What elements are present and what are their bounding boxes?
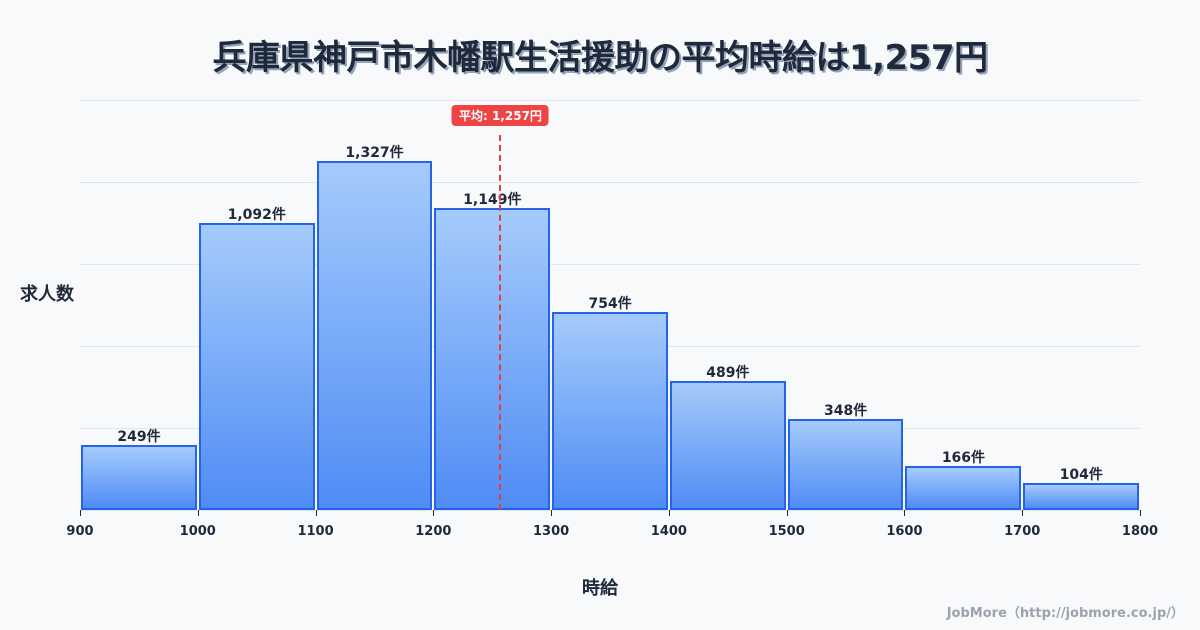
x-tick — [1140, 510, 1141, 516]
x-tick — [786, 510, 788, 516]
bar-value-label: 166件 — [941, 450, 986, 467]
x-tick-label: 1100 — [297, 524, 334, 539]
x-tick — [80, 510, 81, 516]
gridline — [80, 264, 1140, 265]
x-tick-label: 1300 — [533, 524, 570, 539]
histogram-bar — [669, 381, 786, 510]
mean-line — [499, 135, 502, 510]
gridline — [80, 182, 1140, 183]
x-tick-label: 1200 — [415, 524, 452, 539]
histogram-bar — [552, 311, 668, 510]
x-tick-label: 1400 — [650, 524, 687, 539]
y-axis-label: 求人数 — [20, 284, 74, 305]
histogram-bar — [905, 466, 1022, 510]
x-tick — [315, 510, 317, 516]
bar-value-label: 249件 — [117, 428, 161, 445]
histogram-bar — [316, 161, 433, 510]
plot-area: 249件 1,092件 1,327件 1,149件 754件 489件 348件 166件 10… — [80, 100, 1140, 511]
histogram-bar — [434, 208, 551, 510]
histogram-bar — [81, 444, 197, 510]
x-tick-label: 1000 — [179, 524, 216, 539]
bar-value-label: 754件 — [588, 295, 632, 312]
bar-value-label: 1,149件 — [463, 192, 522, 209]
histogram-bar — [198, 223, 315, 510]
x-tick — [904, 510, 906, 516]
x-tick — [1022, 510, 1024, 516]
bar-value-label: 104件 — [1059, 466, 1103, 483]
gridline — [80, 100, 1140, 101]
x-tick — [668, 510, 670, 516]
chart-title: 兵庫県神戸市木幡駅生活援助の平均時給は1,257円 — [212, 38, 988, 78]
x-axis-label: 時給 — [582, 578, 618, 599]
x-tick — [197, 510, 199, 516]
bar-value-label: 489件 — [706, 365, 750, 382]
bar-value-label: 1,327件 — [345, 145, 404, 162]
x-tick-label: 1500 — [768, 524, 805, 539]
source-credit: JobMore（http://jobmore.co.jp/） — [946, 606, 1184, 621]
mean-badge: 平均: 1,257円 — [451, 105, 549, 126]
bar-value-label: 348件 — [824, 402, 868, 419]
gridline — [80, 510, 1140, 511]
histogram-bar — [787, 418, 904, 510]
x-tick-label: 900 — [66, 524, 94, 539]
bar-value-label: 1,092件 — [227, 207, 286, 223]
x-tick — [433, 510, 435, 516]
histogram-bar — [1023, 482, 1139, 510]
x-tick-label: 1700 — [1004, 524, 1041, 539]
x-tick-label: 1800 — [1121, 524, 1159, 539]
x-tick — [551, 510, 553, 516]
x-tick-label: 1600 — [886, 524, 923, 539]
